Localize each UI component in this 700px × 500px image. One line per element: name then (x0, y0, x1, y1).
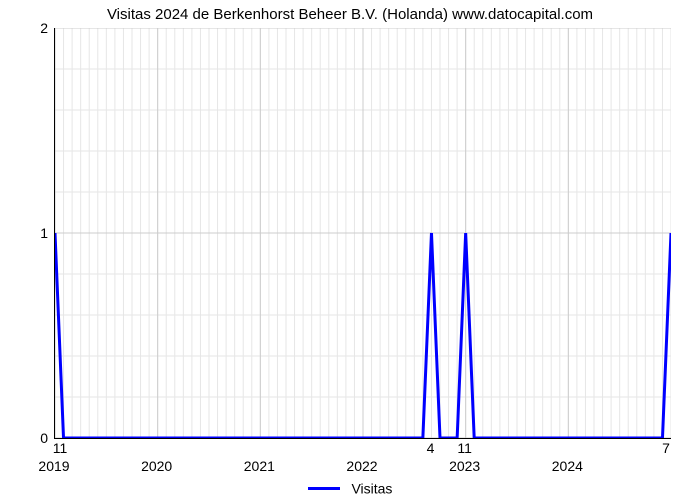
plot-area (54, 28, 671, 439)
legend-swatch (308, 487, 340, 490)
x-tick-label: 2020 (141, 458, 172, 474)
point-label: 4 (427, 440, 435, 456)
point-label: 11 (53, 440, 68, 456)
y-tick-label: 0 (40, 430, 48, 446)
chart-title: Visitas 2024 de Berkenhorst Beheer B.V. … (0, 6, 700, 23)
x-tick-label: 2022 (346, 458, 377, 474)
x-tick-label: 2019 (38, 458, 69, 474)
chart-container: Visitas 2024 de Berkenhorst Beheer B.V. … (0, 0, 700, 500)
y-tick-label: 1 (40, 225, 48, 241)
legend-label: Visitas (351, 480, 392, 496)
x-tick-label: 2024 (552, 458, 583, 474)
point-label: 7 (662, 440, 670, 456)
x-tick-label: 2023 (449, 458, 480, 474)
legend: Visitas (0, 479, 700, 496)
y-tick-label: 2 (40, 20, 48, 36)
point-label: 11 (457, 440, 472, 456)
x-tick-label: 2021 (244, 458, 275, 474)
chart-svg (55, 28, 671, 438)
